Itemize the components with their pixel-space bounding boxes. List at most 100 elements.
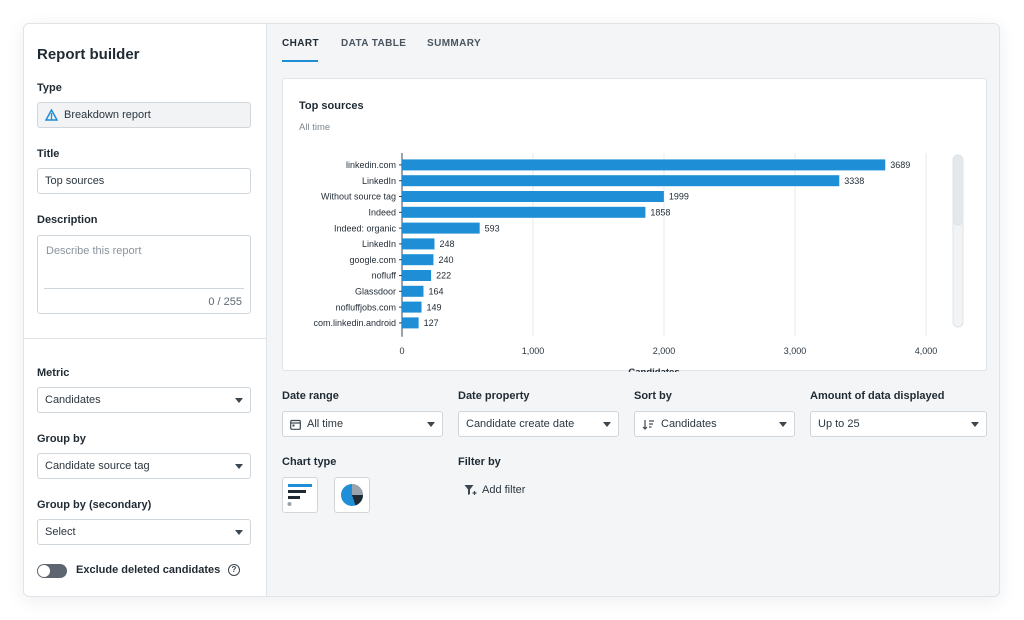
sort-by-value: Candidates bbox=[661, 418, 717, 430]
data-label: 3338 bbox=[844, 176, 864, 186]
chevron-down-icon bbox=[235, 398, 243, 403]
tab-chart[interactable]: CHART bbox=[282, 38, 319, 49]
data-label: 240 bbox=[438, 255, 453, 265]
chart-card: 0 1,000 2,000 3,000 4,000 linkedin.com 3689 Lin… bbox=[282, 78, 987, 372]
x-tick-label: 4,000 bbox=[915, 346, 938, 356]
group-by-secondary-select[interactable]: Select bbox=[37, 519, 251, 545]
x-tick-label: 3,000 bbox=[784, 346, 807, 356]
bar bbox=[402, 222, 480, 234]
metric-label: Metric bbox=[37, 367, 70, 379]
sort-by-select[interactable]: Candidates bbox=[634, 411, 795, 437]
category-label: linkedin.com bbox=[346, 160, 396, 170]
category-label: LinkedIn bbox=[362, 239, 396, 249]
data-label: 164 bbox=[428, 287, 443, 297]
chevron-down-icon bbox=[235, 530, 243, 535]
report-builder-window: Report builder Type Breakdown report Tit… bbox=[23, 23, 1000, 597]
x-axis-title: Candidates bbox=[628, 367, 679, 372]
type-field: Breakdown report bbox=[37, 102, 251, 128]
category-label: Without source tag bbox=[321, 192, 396, 202]
description-placeholder: Describe this report bbox=[46, 245, 142, 257]
category-label: nofluff bbox=[372, 271, 397, 281]
group-by-secondary-label: Group by (secondary) bbox=[37, 499, 152, 511]
bar-chart: 0 1,000 2,000 3,000 4,000 linkedin.com 3689 Lin… bbox=[313, 153, 964, 372]
amount-label: Amount of data displayed bbox=[810, 390, 945, 402]
filter-by-label: Filter by bbox=[458, 456, 501, 468]
metric-select[interactable]: Candidates bbox=[37, 387, 251, 413]
chart-subtitle: All time bbox=[299, 122, 331, 133]
description-divider bbox=[44, 288, 244, 289]
group-by-label: Group by bbox=[37, 433, 86, 445]
date-property-value: Candidate create date bbox=[466, 418, 575, 430]
category-label: com.linkedin.android bbox=[313, 318, 396, 328]
report-builder-sidebar: Report builder Type Breakdown report Tit… bbox=[24, 24, 267, 596]
data-label: 127 bbox=[424, 318, 439, 328]
bar bbox=[402, 191, 664, 202]
bar bbox=[402, 159, 886, 171]
tab-summary[interactable]: SUMMARY bbox=[427, 38, 482, 49]
bar bbox=[402, 285, 424, 297]
category-label: Indeed bbox=[368, 208, 396, 218]
amount-select[interactable]: Up to 25 bbox=[810, 411, 987, 437]
title-label: Title bbox=[37, 148, 60, 160]
sidebar-divider bbox=[24, 338, 266, 339]
group-by-select[interactable]: Candidate source tag bbox=[37, 453, 251, 479]
pie-chart-type-button[interactable] bbox=[334, 477, 370, 513]
sort-descending-icon bbox=[642, 419, 654, 430]
chevron-down-icon bbox=[235, 464, 243, 469]
category-label: google.com bbox=[349, 255, 396, 265]
sidebar-title: Report builder bbox=[37, 46, 140, 63]
add-filter-button[interactable]: Add filter bbox=[464, 484, 525, 496]
x-tick-label: 2,000 bbox=[653, 346, 676, 356]
description-char-count: 0 / 255 bbox=[208, 296, 242, 308]
description-textarea[interactable]: Describe this report 0 / 255 bbox=[37, 235, 251, 314]
date-range-label: Date range bbox=[282, 390, 339, 402]
date-range-value: All time bbox=[307, 418, 344, 430]
toggle-knob bbox=[38, 565, 50, 577]
amount-value: Up to 25 bbox=[818, 418, 860, 430]
data-label: 593 bbox=[485, 223, 500, 233]
tab-data-table[interactable]: DATA TABLE bbox=[341, 38, 407, 49]
group-by-secondary-select-value: Select bbox=[45, 526, 76, 538]
bar bbox=[402, 254, 434, 266]
data-label: 248 bbox=[439, 239, 454, 249]
exclude-deleted-label: Exclude deleted candidates bbox=[76, 564, 221, 576]
type-label: Type bbox=[37, 82, 62, 94]
metric-select-value: Candidates bbox=[45, 394, 101, 406]
exclude-deleted-toggle[interactable] bbox=[37, 564, 67, 578]
breakdown-report-icon bbox=[45, 109, 58, 121]
add-filter-label: Add filter bbox=[482, 484, 526, 496]
bar bbox=[402, 238, 435, 250]
category-label: Glassdoor bbox=[355, 287, 396, 297]
help-icon[interactable]: ? bbox=[228, 564, 240, 576]
bar bbox=[402, 206, 646, 218]
date-property-select[interactable]: Candidate create date bbox=[458, 411, 619, 437]
date-range-select[interactable]: All time bbox=[282, 411, 443, 437]
data-label: 222 bbox=[436, 271, 451, 281]
description-label: Description bbox=[37, 214, 98, 226]
x-tick-label: 0 bbox=[399, 346, 404, 356]
data-label: 1999 bbox=[669, 192, 689, 202]
category-label: LinkedIn bbox=[362, 176, 396, 186]
chevron-down-icon bbox=[427, 422, 435, 427]
data-label: 1858 bbox=[650, 208, 670, 218]
bar-chart-icon bbox=[287, 484, 312, 506]
data-label: 3689 bbox=[890, 160, 910, 170]
category-label: nofluffjobs.com bbox=[336, 302, 396, 312]
title-input[interactable]: Top sources bbox=[37, 168, 251, 194]
bar bbox=[402, 301, 422, 313]
chevron-down-icon bbox=[779, 422, 787, 427]
title-input-value: Top sources bbox=[45, 175, 105, 187]
chart-title: Top sources bbox=[299, 100, 364, 112]
type-value: Breakdown report bbox=[64, 109, 151, 121]
pie-chart-icon bbox=[341, 484, 363, 506]
calendar-icon bbox=[290, 419, 301, 430]
chevron-down-icon bbox=[603, 422, 611, 427]
scrollbar-thumb[interactable] bbox=[952, 154, 964, 226]
bar bbox=[402, 270, 432, 281]
group-by-select-value: Candidate source tag bbox=[45, 460, 150, 472]
bar-chart-type-button[interactable] bbox=[282, 477, 318, 513]
date-property-label: Date property bbox=[458, 390, 530, 402]
x-tick-label: 1,000 bbox=[522, 346, 545, 356]
bar bbox=[402, 317, 419, 329]
sort-by-label: Sort by bbox=[634, 390, 672, 402]
